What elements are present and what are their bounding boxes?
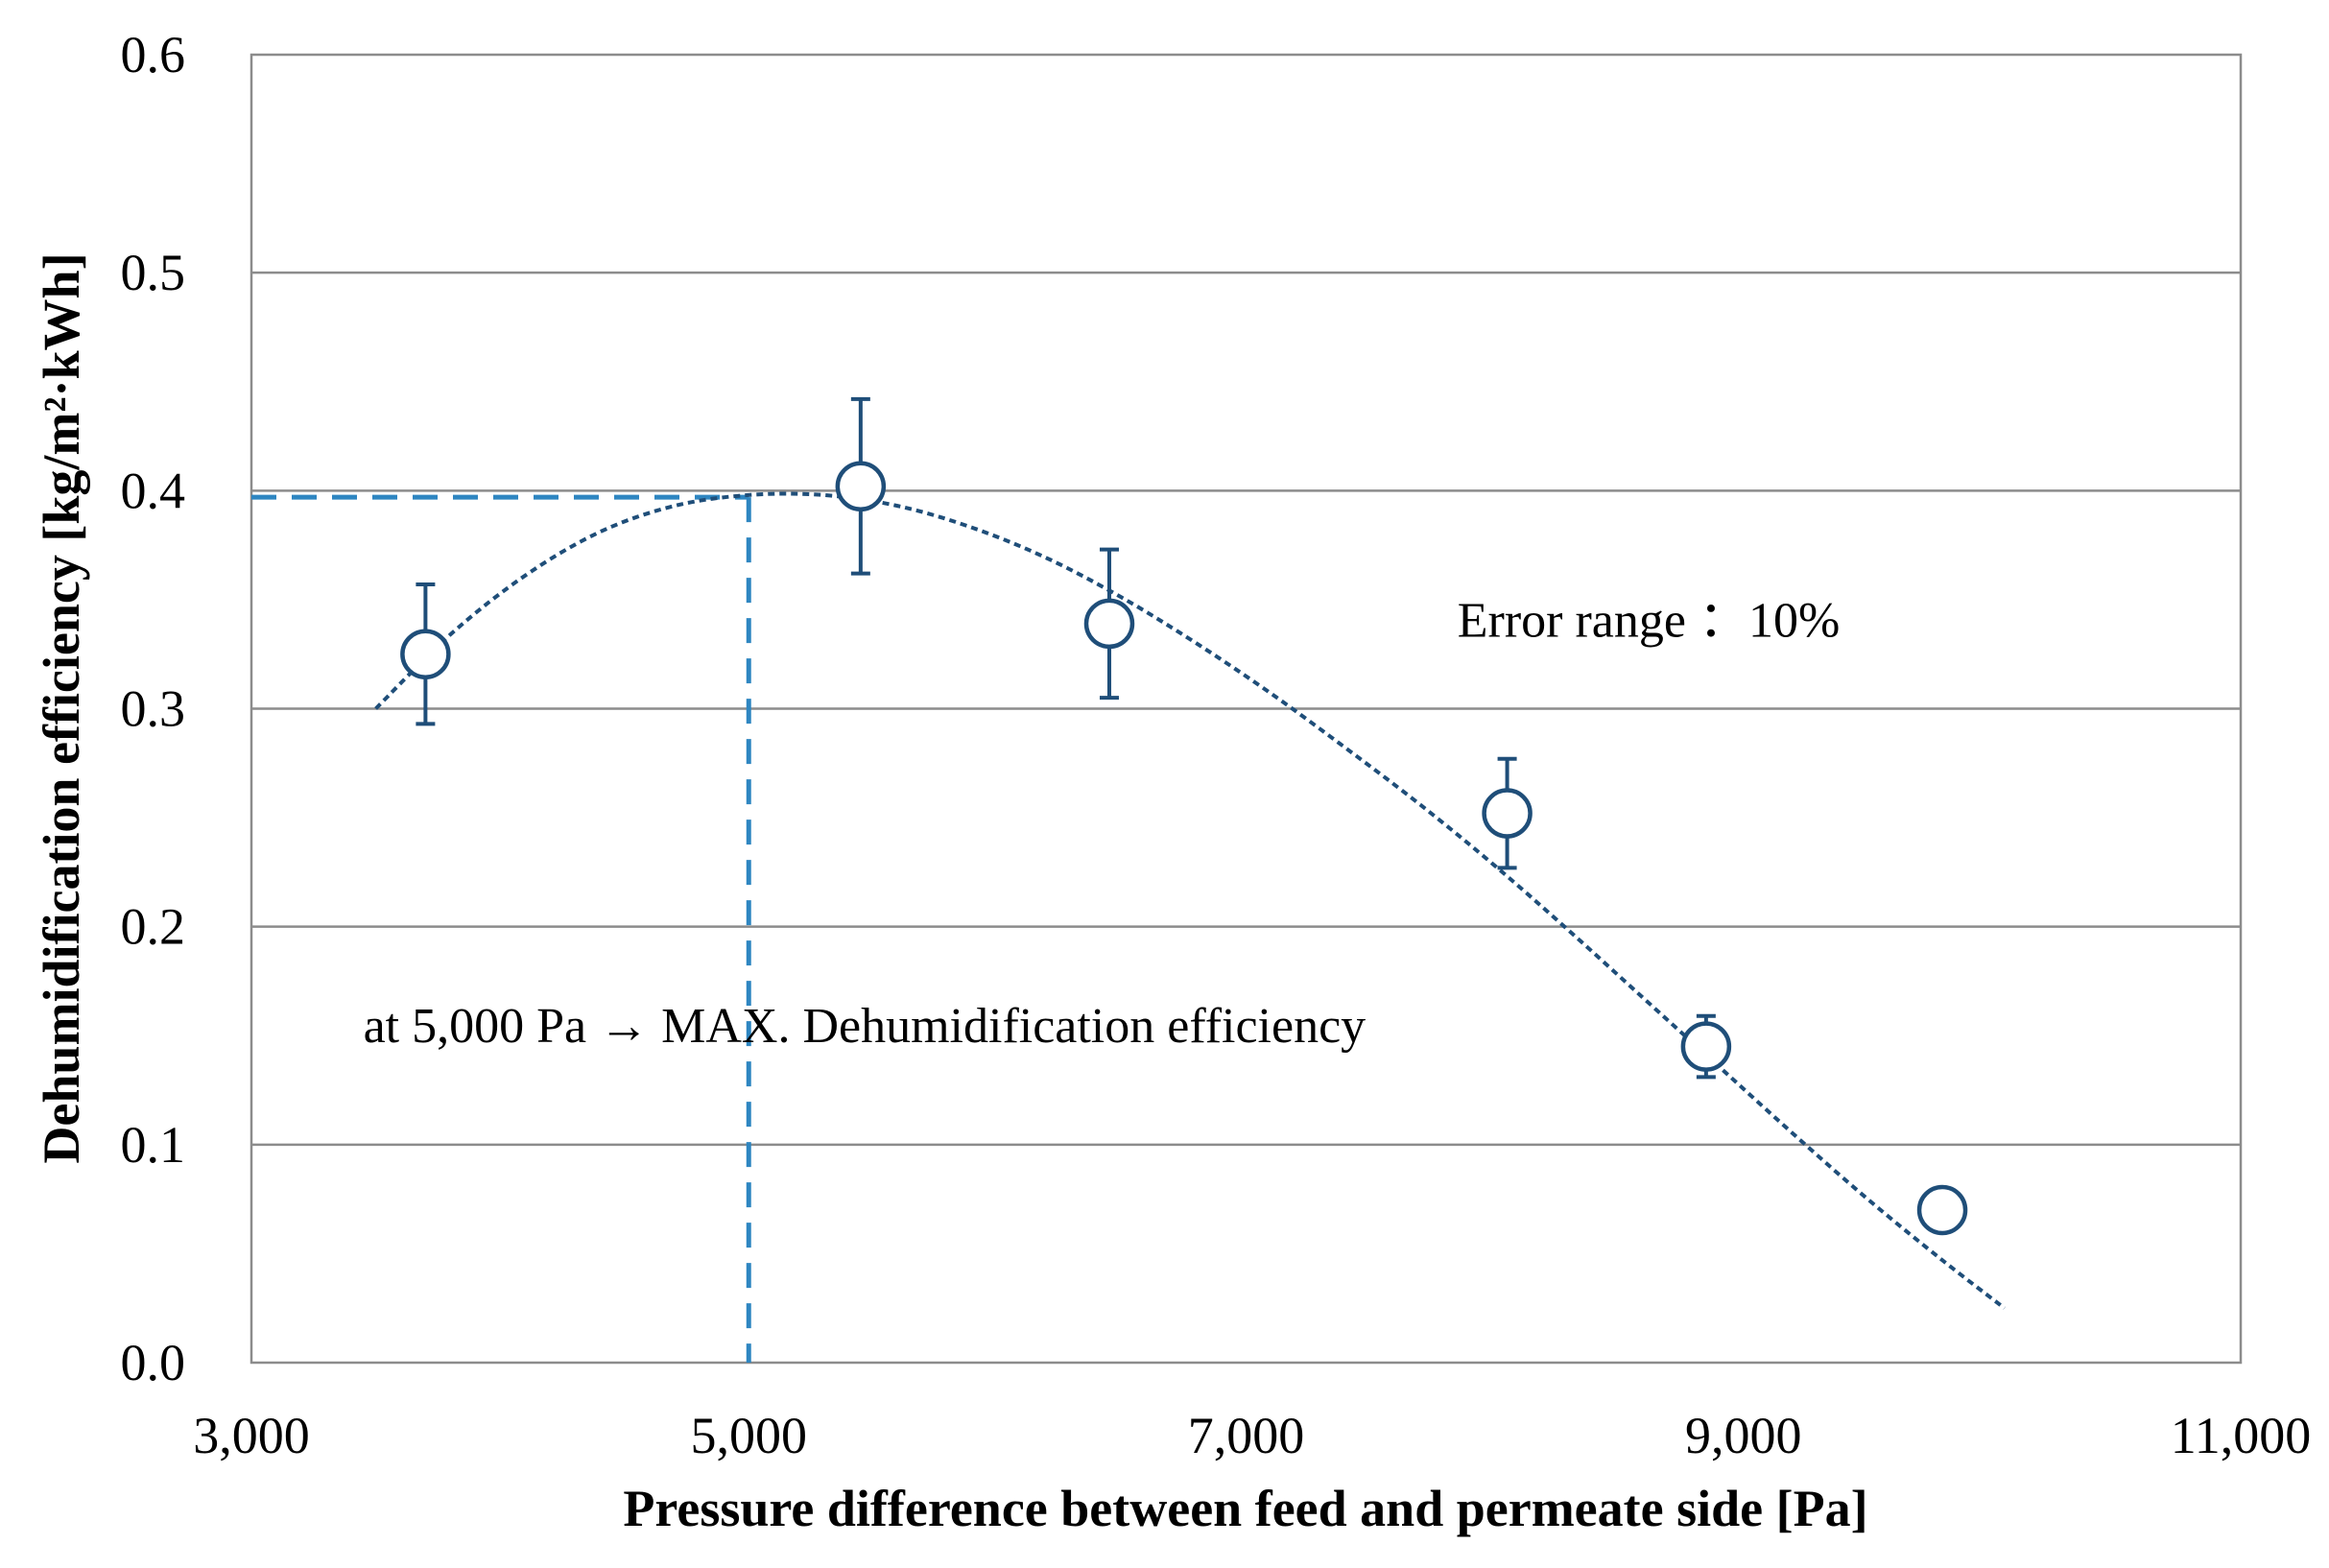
trendline-group [374,491,2007,1310]
y-tick-labels: 0.0 0.1 0.2 0.3 0.4 0.5 0.6 [121,26,186,1391]
annotations: at 5,000 Pa → MAX. Dehumidification effi… [364,594,1841,1055]
data-point-0 [400,629,451,679]
y-tick-label-6: 0.6 [121,26,186,83]
x-tick-labels: 3,000 5,000 7,000 9,000 11,000 [193,1407,2311,1464]
y-tick-label-4: 0.4 [121,462,186,519]
data-point-2 [1083,598,1135,650]
x-tick-label-0: 3,000 [193,1407,310,1464]
data-point-3 [1482,788,1533,839]
y-tick-label-3: 0.3 [121,680,186,738]
x-tick-label-3: 9,000 [1685,1407,1802,1464]
y-tick-label-1: 0.1 [121,1116,186,1174]
plot-frame [250,53,2243,1365]
data-point-4 [1680,1021,1732,1072]
data-point-5 [1916,1184,1968,1236]
x-axis-title: Pressure difference between feed and per… [623,1480,1867,1537]
y-tick-label-0: 0.0 [121,1334,186,1391]
x-tick-label-1: 5,000 [691,1407,808,1464]
y-tick-label-5: 0.5 [121,244,186,301]
reference-lines [251,494,751,1363]
data-points [400,396,1968,1236]
annotation-1: Error range ：10% [1458,594,1841,649]
annotation-0: at 5,000 Pa → MAX. Dehumidification effi… [364,999,1367,1054]
data-point-1 [835,461,887,512]
x-tick-label-2: 7,000 [1188,1407,1305,1464]
x-tick-label-4: 11,000 [2171,1407,2312,1464]
trendline [374,491,2007,1310]
y-tick-label-2: 0.2 [121,898,186,956]
gridlines [251,271,2241,1147]
y-axis-title: Dehumidification efficiency [kg/m²·kWh] [33,252,90,1163]
